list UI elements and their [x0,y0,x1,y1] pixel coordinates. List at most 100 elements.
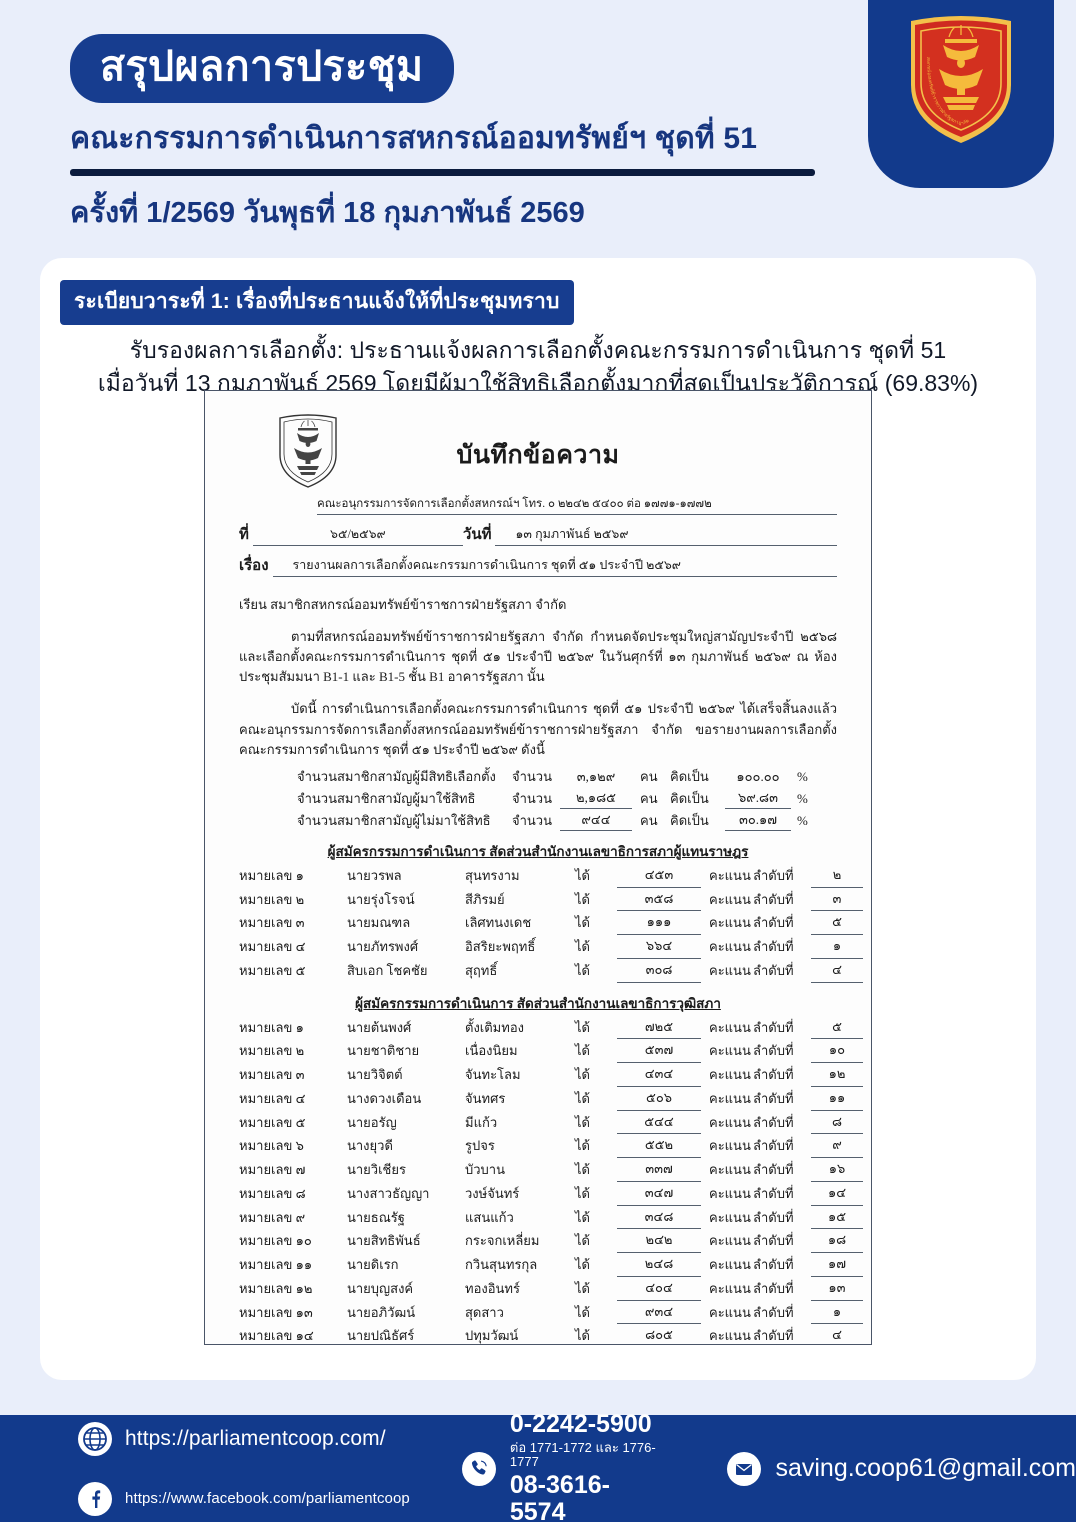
footer-phone-extension: ต่อ 1771-1772 และ 1776-1777 [509,1439,656,1469]
memo-paragraph-1: ตามที่สหกรณ์ออมทรัพย์ข้าราชการฝ่ายรัฐสภา… [239,629,837,685]
candidate-score: ๘๐๕ [617,1324,701,1344]
candidate-score: ๓๔๘ [617,1206,701,1230]
candidate-last-name: กวินสุนทรกุล [465,1257,538,1273]
header-divider [70,169,815,177]
statistic-label: จำนวนสมาชิกสามัญผู้มีสิทธิเลือกตั้ง [297,768,496,784]
candidate-rank-label: ลำดับที่ [753,1257,794,1273]
candidate-score: ๗๒๕ [617,1016,701,1040]
footer-phone-block[interactable]: 0-2242-5900 ต่อ 1771-1772 และ 1776-1777 … [461,1410,666,1522]
candidate-rank: ๕ [811,911,863,936]
candidate-number: หมายเลข ๖ [239,1138,304,1154]
statistic-amount-word: จำนวน [512,812,552,828]
candidate-row: หมายเลข ๓ นายวิจิตต์ จันทะโลม ได้ ๔๓๔ คะแนน ลำ… [239,1063,863,1087]
candidate-rank-label: ลำดับที่ [753,1043,794,1059]
group2-title: ผู้สมัครกรรมการดำเนินการ สัดส่วนสำนักงาน… [355,995,721,1011]
candidate-number: หมายเลข ๒ [239,1043,305,1059]
candidate-score: ๑๑๑ [617,911,701,936]
candidate-rank: ๒ [811,864,863,888]
candidate-got-label: ได้ [575,1138,590,1154]
candidate-number: หมายเลข ๒ [239,891,305,907]
candidate-rank: ๑๘ [811,1229,863,1254]
candidate-got-label: ได้ [575,1304,590,1320]
candidate-rank: ๑๖ [811,1158,863,1182]
candidate-first-name: นางยุวดี [347,1138,393,1154]
candidate-rank: ๔ [811,1324,863,1344]
candidate-row: หมายเลข ๓ นายมณฑล เลิศทนงเดช ได้ ๑๑๑ คะแนน ลำด… [239,911,863,936]
candidate-row: หมายเลข ๑๒ นายบุญสงค์ ทองอินทร์ ได้ ๔๐๔ คะแนน… [239,1277,863,1301]
candidate-got-label: ได้ [575,962,590,978]
candidate-last-name: รูปจร [465,1138,495,1154]
cooperative-emblem-icon: สหกรณ์ออมทรัพย์ข้าราชการฝ่ายรัฐสภา จำกัด [911,16,1011,143]
candidate-got-label: ได้ [575,891,590,907]
candidate-got-label: ได้ [575,1257,590,1273]
page-subtitle: คณะกรรมการดำเนินการสหกรณ์ออมทรัพย์ฯ ชุดท… [70,122,758,156]
memo-org-line: คณะอนุกรรมการจัดการเลือกตั้งสหกรณ์ฯ โทร.… [317,495,837,515]
candidate-number: หมายเลข ๑๓ [239,1304,313,1320]
candidate-row: หมายเลข ๑๑ นายดิเรก กวินสุนทรกุล ได้ ๒๔๘ คะแน… [239,1253,863,1277]
candidate-first-name: นางสาวธัญญา [347,1185,430,1201]
memo-title: บันทึกข้อความ [456,442,620,469]
envelope-icon [727,1451,762,1486]
candidate-got-label: ได้ [575,1090,590,1106]
candidate-score: ๕๐๖ [617,1087,701,1111]
candidate-points-label: คะแนน [709,867,751,883]
candidate-got-label: ได้ [575,1280,590,1296]
group1-candidate-list: หมายเลข ๑นายวรพล สุนทรงาม ได้ ๔๕๓ คะแนน ลำดับ… [239,864,863,983]
candidate-rank-label: ลำดับที่ [753,962,794,978]
candidate-last-name: สุนทรงาม [465,867,520,883]
candidate-points-label: คะแนน [709,1067,751,1083]
footer-email-block[interactable]: saving.coop61@gmail.com [727,1451,1076,1486]
candidate-got-label: ได้ [575,1328,590,1344]
candidate-last-name: จันทศร [465,1090,506,1106]
statistic-row: จำนวนสมาชิกสามัญผู้ไม่มาใช้สิทธิ จำนวน ๙๔๔… [297,809,837,831]
candidate-points-label: คะแนน [709,1280,751,1296]
page-header: สหกรณ์ออมทรัพย์ข้าราชการฝ่ายรัฐสภา จำกัด… [0,0,1076,252]
candidate-rank-label: ลำดับที่ [753,1019,794,1035]
candidate-first-name: นายดิเรก [347,1257,399,1273]
content-card: ระเบียบวาระที่ 1: เรื่องที่ประธานแจ้งให้… [40,258,1036,1380]
candidate-row: หมายเลข ๒ นายชาติชาย เนื่องนิยม ได้ ๕๓๗ คะแนน… [239,1039,863,1064]
candidate-last-name: มีแก้ว [465,1114,498,1130]
agenda-badge: ระเบียบวาระที่ 1: เรื่องที่ประธานแจ้งให้… [60,280,574,325]
candidate-rank: ๕ [811,1016,863,1040]
candidate-score: ๔๕๓ [617,864,701,888]
candidate-row: หมายเลข ๑๔ นายปณิธัศร์ ปทุมวัฒน์ ได้ ๘๐๕ คะแน… [239,1324,842,1344]
memo-emblem-icon [279,414,337,488]
memo-ref-date-row: ที่ ๖๕/๒๕๖๙ วันที่ ๑๓ กุมภาพันธ์ ๒๕๖๙ [239,522,837,546]
candidate-row: หมายเลข ๑ นายต้นพงศ์ ตั้งเติมทอง ได้ ๗๒๕ คะแน… [239,1016,863,1040]
candidate-rank-label: ลำดับที่ [753,915,794,931]
footer-facebook-url[interactable]: https://www.facebook.com/parliamentcoop [125,1490,410,1507]
candidate-points-label: คะแนน [709,1257,751,1273]
candidate-first-name: นายอภิวัฒน์ [347,1304,416,1320]
candidate-rank: ๘ [811,1111,863,1135]
candidate-rank: ๑๕ [811,1206,863,1230]
candidate-got-label: ได้ [575,1209,590,1225]
memo-ref-value: ๖๕/๒๕๖๙ [252,524,463,546]
candidate-rank: ๙ [811,1134,863,1159]
footer-facebook-item[interactable]: https://www.facebook.com/parliamentcoop [78,1481,410,1516]
candidate-row: หมายเลข ๒ นายรุ่งโรจน์ สีภิรมย์ ได้ ๓๕๘ คะแนน… [239,888,863,912]
footer-website-url[interactable]: https://parliamentcoop.com/ [125,1426,386,1450]
footer-web-links: https://parliamentcoop.com/ https://www.… [78,1421,410,1516]
candidate-rank-label: ลำดับที่ [753,1185,794,1201]
candidate-points-label: คะแนน [709,1233,751,1249]
candidate-points-label: คะแนน [709,891,751,907]
candidate-rank-label: ลำดับที่ [753,1138,794,1154]
memo-ref-label: ที่ [239,527,249,543]
candidate-row: หมายเลข ๔ นางดวงเดือน จันทศร ได้ ๕๐๖ คะแนน ลำด… [239,1087,863,1111]
candidate-first-name: นายวรพล [347,867,402,883]
candidate-rank: ๑ [811,935,863,959]
candidate-number: หมายเลข ๑๐ [239,1233,312,1249]
candidate-last-name: อิสริยะพฤทธิ์ [465,939,536,955]
footer-website-item[interactable]: https://parliamentcoop.com/ [78,1421,410,1456]
candidate-got-label: ได้ [575,1019,590,1035]
footer-email-address[interactable]: saving.coop61@gmail.com [775,1454,1076,1482]
candidate-rank: ๑๐ [811,1039,863,1064]
candidate-rank-label: ลำดับที่ [753,1304,794,1320]
candidate-score: ๓๐๘ [617,959,701,983]
candidate-row: หมายเลข ๕ นายอรัญ มีแก้ว ได้ ๕๔๔ คะแนน ลำดับที… [239,1111,863,1135]
phone-icon [461,1451,496,1486]
candidate-number: หมายเลข ๕ [239,962,306,978]
candidate-points-label: คะแนน [709,1185,751,1201]
statistic-count: ๓,๑๒๙ [576,768,616,784]
